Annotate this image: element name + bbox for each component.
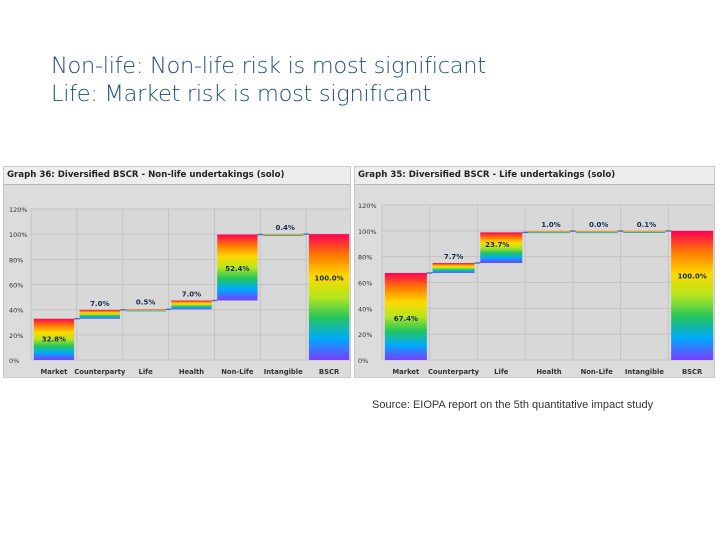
life-waterfall-svg: 0% 20% 40% 60% 80% 100% 120% 67.4% Market 7.7% Cou… <box>358 202 714 376</box>
data-label: 52.4% <box>225 265 249 273</box>
x-tick-label: Non-Life <box>581 368 614 376</box>
x-tick-label: Intangible <box>625 368 664 376</box>
bar-counterparty <box>432 262 475 273</box>
data-label: 7.0% <box>182 290 201 298</box>
bar-intangible <box>263 234 304 237</box>
bar-non-life <box>575 231 618 234</box>
data-label: 0.4% <box>276 224 295 232</box>
non-life-waterfall-svg: 0% 20% 40% 60% 80% 100% 120% 32.8% Market 7.0% Cou… <box>9 206 350 376</box>
x-tick-label: Health <box>536 368 561 376</box>
bar-bscr <box>308 234 350 360</box>
data-label: 7.7% <box>444 253 463 261</box>
x-tick-label: Market <box>40 368 68 376</box>
chart-title: Graph 35: Diversified BSCR - Life undert… <box>355 167 714 185</box>
y-tick-label: 40% <box>358 305 372 313</box>
data-label: 7.0% <box>90 300 109 308</box>
bar-market <box>33 318 75 360</box>
bar-market <box>384 272 427 360</box>
y-tick-label: 40% <box>9 307 23 315</box>
x-tick-label: BSCR <box>319 368 340 376</box>
bar-health <box>528 231 570 234</box>
data-label: 100.0% <box>314 275 343 283</box>
bar-intangible <box>623 230 666 233</box>
y-tick-label: 100% <box>358 228 377 236</box>
non-life-bscr-chart: Graph 36: Diversified BSCR - Non-life un… <box>3 166 351 378</box>
x-tick-label: Health <box>179 368 204 376</box>
data-label: 67.4% <box>394 315 418 323</box>
x-tick-label: BSCR <box>682 368 703 376</box>
bar-life <box>125 309 166 312</box>
x-tick-label: Life <box>139 368 154 376</box>
life-bscr-chart: Graph 35: Diversified BSCR - Life undert… <box>354 166 715 378</box>
y-tick-label: 20% <box>358 331 372 339</box>
data-label: 100.0% <box>678 273 707 281</box>
slide-title-line-1: Non-life: Non-life risk is most signific… <box>51 53 486 79</box>
data-label: 1.0% <box>541 221 560 229</box>
slide-title: Non-life: Non-life risk is most signific… <box>51 52 486 108</box>
y-tick-label: 60% <box>9 282 23 290</box>
x-tick-label: Market <box>392 368 420 376</box>
y-tick-label: 0% <box>358 357 368 365</box>
data-label: 0.0% <box>589 221 608 229</box>
slide-title-line-2: Life: Market risk is most significant <box>51 81 431 107</box>
y-tick-label: 20% <box>9 332 23 340</box>
y-tick-label: 0% <box>9 357 19 365</box>
y-tick-label: 120% <box>9 206 28 214</box>
y-tick-label: 120% <box>358 202 377 210</box>
data-label: 0.5% <box>136 298 155 306</box>
source-note: Source: EIOPA report on the 5th quantita… <box>372 399 654 411</box>
y-tick-label: 80% <box>9 256 23 264</box>
data-label: 23.7% <box>485 241 509 249</box>
x-tick-label: Intangible <box>264 368 303 376</box>
x-tick-label: Life <box>494 368 509 376</box>
y-tick-label: 80% <box>358 254 372 262</box>
x-tick-label: Counterparty <box>74 368 126 376</box>
y-tick-label: 60% <box>358 280 372 288</box>
bar-health <box>171 300 212 310</box>
data-label: 0.1% <box>637 221 656 229</box>
data-label: 32.8% <box>42 335 66 343</box>
bar-life <box>480 232 523 263</box>
chart-title: Graph 36: Diversified BSCR - Non-life un… <box>4 167 350 185</box>
bar-bscr <box>671 230 714 360</box>
x-tick-label: Counterparty <box>428 368 480 376</box>
bar-counterparty <box>79 309 120 319</box>
y-tick-label: 100% <box>9 231 28 239</box>
bar-non-life <box>217 234 258 301</box>
x-tick-label: Non-Life <box>221 368 254 376</box>
